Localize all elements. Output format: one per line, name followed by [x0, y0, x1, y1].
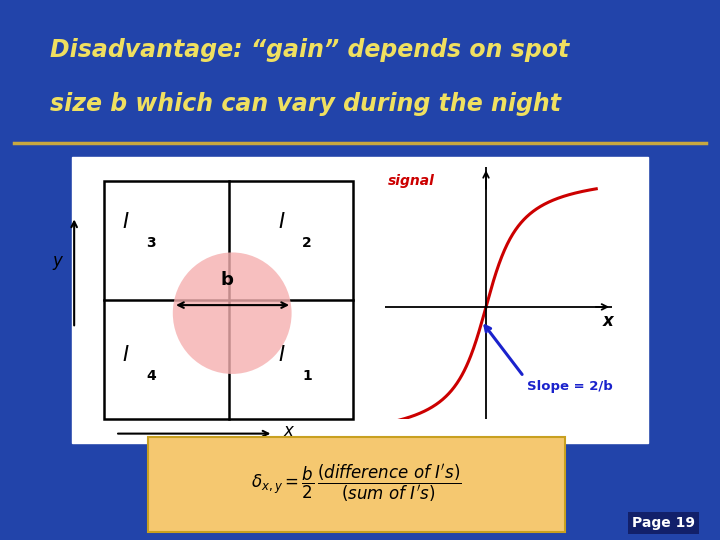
Text: x: x: [283, 422, 293, 440]
Text: Slope = 2/b: Slope = 2/b: [527, 380, 613, 393]
Text: $I$: $I$: [122, 212, 130, 232]
Text: signal: signal: [388, 174, 435, 188]
Text: 2: 2: [302, 237, 312, 251]
FancyBboxPatch shape: [148, 437, 565, 532]
Text: Page 19: Page 19: [632, 516, 695, 530]
Text: 4: 4: [146, 369, 156, 383]
Text: 3: 3: [146, 237, 156, 251]
Bar: [104, 181, 353, 418]
Text: $I$: $I$: [278, 212, 286, 232]
Text: y: y: [52, 252, 62, 271]
Text: x: x: [603, 313, 613, 330]
Text: size b which can vary during the night: size b which can vary during the night: [50, 92, 562, 116]
Text: b: b: [220, 271, 233, 288]
Text: $I$: $I$: [122, 346, 130, 366]
Text: $I$: $I$: [278, 346, 286, 366]
Text: $\delta_{x,y} = \dfrac{b}{2}\,\dfrac{\mathit{(difference\ of\ I}'\mathit{s)}}{\m: $\delta_{x,y} = \dfrac{b}{2}\,\dfrac{\ma…: [251, 463, 462, 505]
Text: 1: 1: [302, 369, 312, 383]
Text: Disadvantage: “gain” depends on spot: Disadvantage: “gain” depends on spot: [50, 38, 570, 62]
Ellipse shape: [173, 253, 292, 374]
FancyBboxPatch shape: [72, 157, 648, 443]
